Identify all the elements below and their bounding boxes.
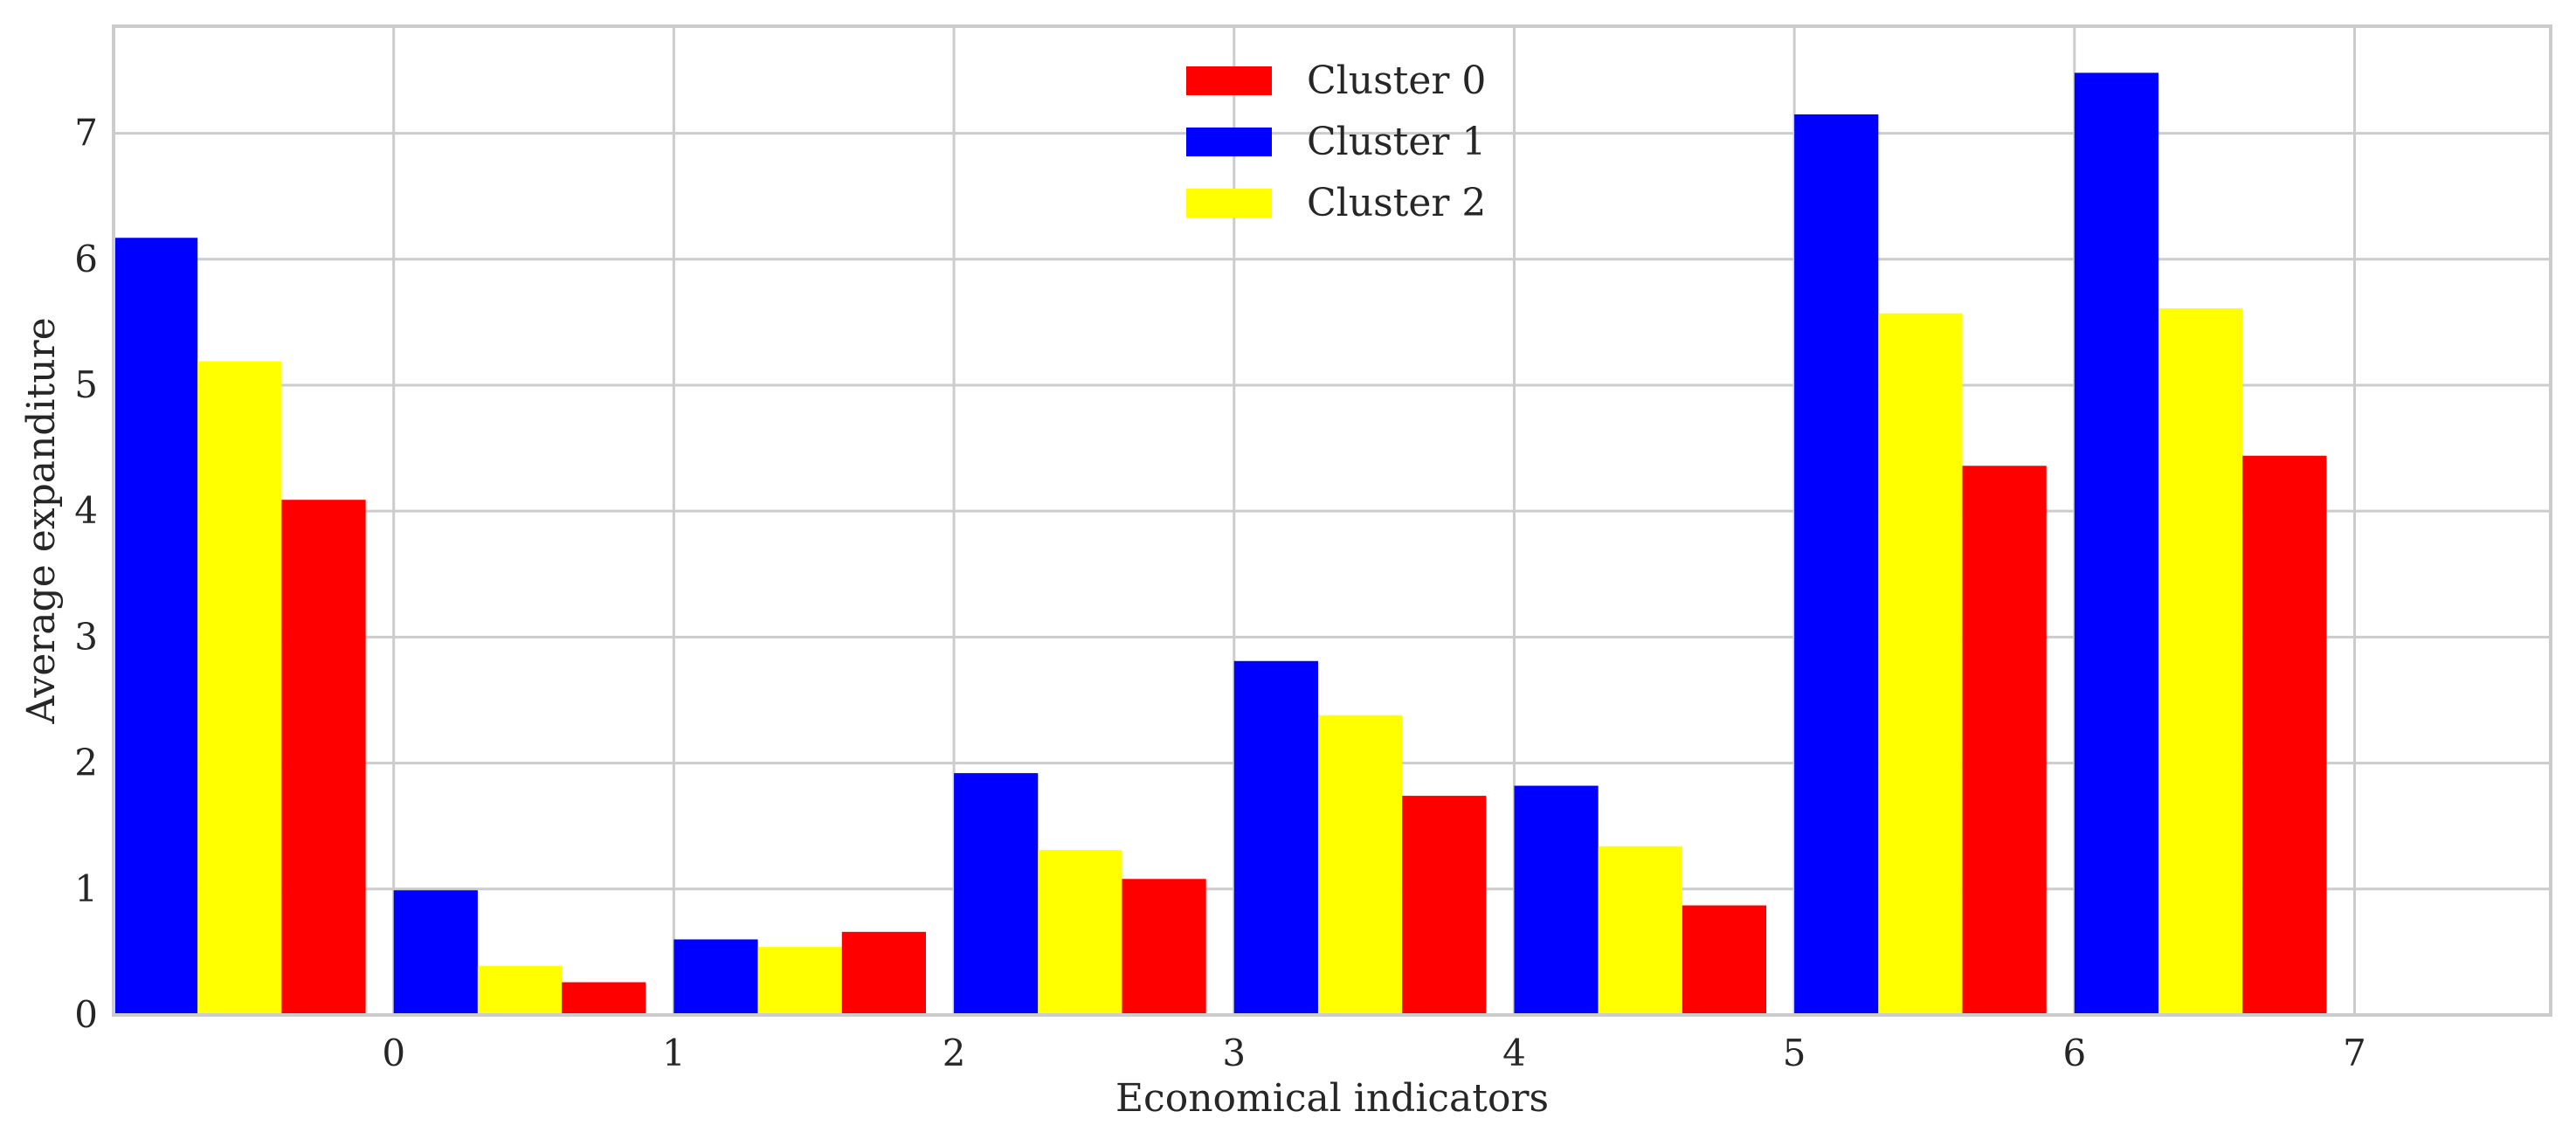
legend-swatch bbox=[1186, 189, 1272, 217]
bar-cluster-1 bbox=[2074, 72, 2159, 1015]
x-tick-label: 2 bbox=[943, 1032, 966, 1074]
y-tick-label: 7 bbox=[74, 112, 98, 155]
legend-item: Cluster 1 bbox=[1186, 120, 1486, 164]
bar-cluster-2 bbox=[1317, 715, 1403, 1015]
bar-cluster-0 bbox=[281, 500, 366, 1015]
legend-swatch bbox=[1186, 66, 1272, 95]
x-tick-labels: 0 1 2 3 4 5 6 7 bbox=[382, 1032, 2366, 1074]
legend-label: Cluster 2 bbox=[1307, 181, 1486, 225]
x-axis-label: Economical indicators bbox=[1115, 1076, 1549, 1121]
y-tick-label: 3 bbox=[74, 615, 98, 658]
bars bbox=[114, 72, 2327, 1016]
bar-cluster-0 bbox=[1402, 796, 1487, 1015]
x-tick-label: 3 bbox=[1222, 1032, 1246, 1074]
y-tick-label: 1 bbox=[74, 867, 98, 910]
bar-cluster-0 bbox=[1962, 466, 2047, 1015]
bar-cluster-0 bbox=[562, 982, 646, 1015]
bar-cluster-2 bbox=[1598, 846, 1682, 1015]
y-tick-label: 2 bbox=[74, 742, 98, 784]
y-tick-label: 5 bbox=[74, 363, 98, 406]
bar-cluster-0 bbox=[1122, 879, 1206, 1015]
x-tick-label: 5 bbox=[1783, 1032, 1806, 1074]
legend-label: Cluster 1 bbox=[1307, 120, 1486, 164]
x-tick-label: 7 bbox=[2343, 1032, 2366, 1074]
bar-cluster-2 bbox=[757, 947, 842, 1015]
y-tick-label: 0 bbox=[74, 993, 98, 1036]
bar-cluster-2 bbox=[1878, 313, 1963, 1016]
bar-cluster-1 bbox=[393, 890, 478, 1015]
bar-cluster-2 bbox=[477, 965, 563, 1015]
x-tick-label: 1 bbox=[662, 1032, 686, 1074]
y-tick-label: 6 bbox=[74, 238, 98, 280]
bar-cluster-0 bbox=[1682, 905, 1767, 1015]
y-tick-labels: 0 1 2 3 4 5 6 7 bbox=[74, 112, 98, 1036]
x-tick-label: 0 bbox=[382, 1032, 405, 1074]
bar-cluster-1 bbox=[1514, 785, 1599, 1015]
bar-cluster-1 bbox=[1233, 660, 1318, 1015]
legend-swatch bbox=[1186, 128, 1272, 156]
x-tick-label: 4 bbox=[1502, 1032, 1526, 1074]
bar-cluster-1 bbox=[954, 773, 1039, 1015]
bar-cluster-2 bbox=[2158, 308, 2243, 1015]
y-tick-label: 4 bbox=[74, 489, 98, 532]
x-tick-label: 6 bbox=[2062, 1032, 2086, 1074]
bar-cluster-0 bbox=[841, 931, 926, 1015]
legend: Cluster 0 Cluster 1 Cluster 2 bbox=[1186, 59, 1486, 225]
bar-cluster-0 bbox=[2242, 455, 2327, 1015]
legend-label: Cluster 0 bbox=[1307, 59, 1486, 103]
bar-cluster-1 bbox=[1794, 114, 1879, 1016]
bar-cluster-2 bbox=[197, 361, 282, 1015]
y-axis-label: Average expanditure bbox=[19, 317, 64, 724]
bar-cluster-1 bbox=[114, 238, 198, 1015]
plot-frame bbox=[112, 24, 2552, 1017]
legend-item: Cluster 0 bbox=[1186, 59, 1486, 103]
legend-item: Cluster 2 bbox=[1186, 181, 1486, 225]
bar-cluster-1 bbox=[673, 939, 758, 1015]
bar-cluster-2 bbox=[1038, 850, 1122, 1015]
